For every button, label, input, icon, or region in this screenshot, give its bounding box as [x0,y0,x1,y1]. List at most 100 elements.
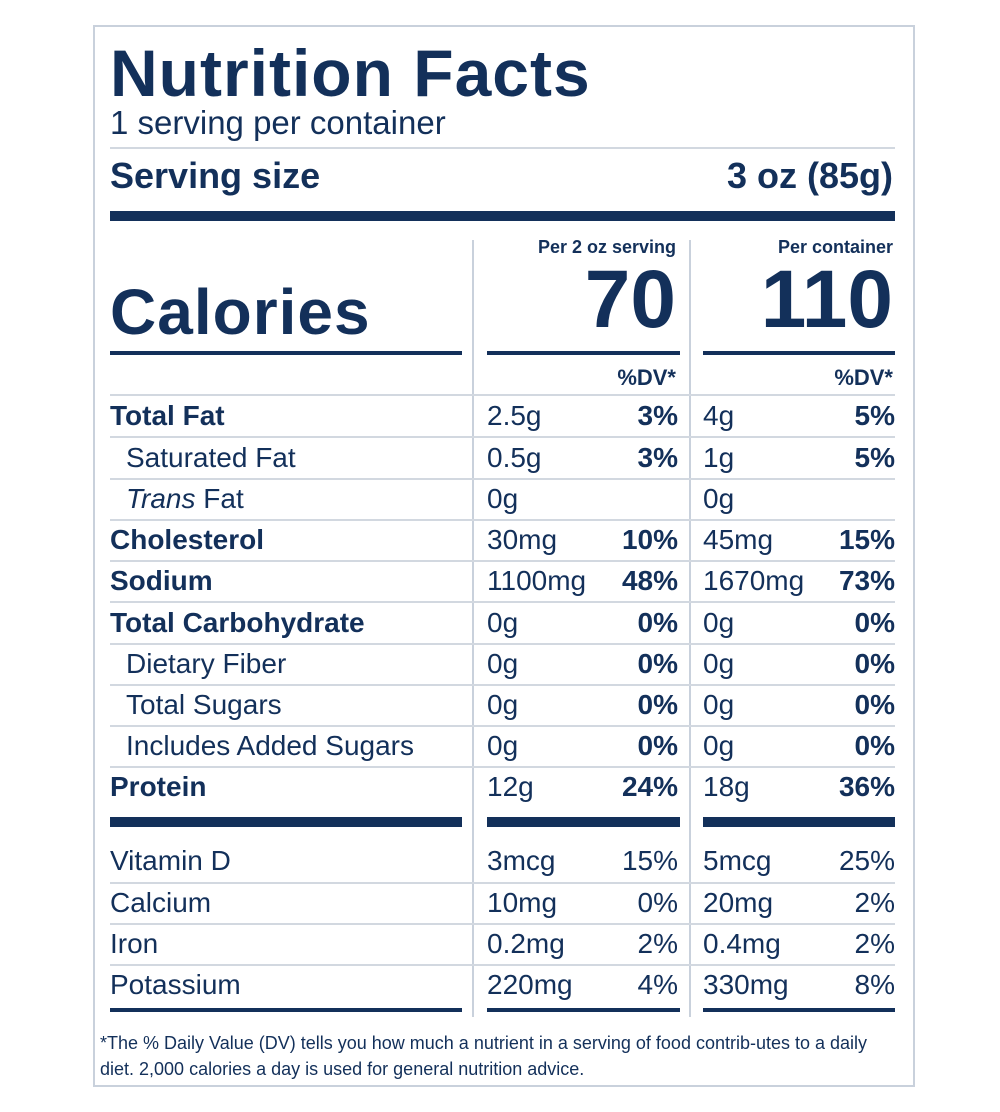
nutrient-row-total-sugars: Total Sugars 0g 0% 0g 0% [95,684,915,725]
dv-per-container: 2% [854,928,895,959]
nutrient-row-sodium: Sodium 1100mg 48% 1670mg 73% [95,560,915,601]
dv-per-container: 15% [838,524,895,555]
vitamin-row-iron: Iron 0.2mg 2% 0.4mg 2% [95,923,915,964]
thick-divider [110,211,895,221]
dv-per-container: 0% [854,648,895,679]
divider [110,147,895,149]
amount-per-serving: 0.2mg [487,928,565,959]
amount-per-container: 330mg [703,969,789,1000]
amount-per-container: 0g [703,689,735,720]
amount-per-serving: 0g [487,648,519,679]
nutrient-name: Dietary Fiber [126,648,287,679]
nutrient-row-total-fat: Total Fat 2.5g 3% 4g 5% [95,395,915,436]
dv-header: %DV* [617,365,676,390]
thick-divider [703,817,895,827]
vitamin-name: Calcium [110,887,212,918]
dv-per-container: 36% [838,771,895,802]
amount-per-serving: 3mcg [487,845,556,876]
amount-per-container: 18g [703,771,750,802]
amount-per-container: 1670mg [703,565,805,596]
amount-per-container: 20mg [703,887,774,918]
dv-per-container: 2% [854,887,895,918]
amount-per-serving: 1100mg [487,565,587,596]
divider [110,601,895,603]
nutrient-name: Saturated Fat [126,442,296,473]
calories-per-container: 110 [760,254,893,345]
column-divider [689,240,691,1017]
dv-per-serving: 15% [621,845,678,876]
nutrient-row-trans-fat: Trans Fat 0g 0g [95,478,915,519]
amount-per-container: 45mg [703,524,774,555]
amount-per-serving: 10mg [487,887,558,918]
amount-per-container: 0.4mg [703,928,781,959]
dv-per-container: 5% [854,400,895,431]
calories-rule [703,351,895,355]
serving-size-label: Serving size [110,155,321,196]
amount-per-serving: 0g [487,689,519,720]
trans-rest: Fat [195,483,244,514]
vitamin-row-vitamin-d: Vitamin D 3mcg 15% 5mcg 25% [95,840,915,881]
amount-per-container: 5mcg [703,845,772,876]
dv-per-container: 25% [838,845,895,876]
amount-per-serving: 0g [487,607,519,638]
calories-rule [487,351,680,355]
divider [110,964,895,966]
amount-per-container: 1g [703,442,735,473]
divider [110,882,895,884]
amount-per-container: 0g [703,483,735,514]
amount-per-container: 0g [703,730,735,761]
dv-per-serving: 24% [621,771,678,802]
vitamin-name: Vitamin D [110,845,231,876]
calories-label: Calories [110,276,371,348]
serving-size-value: 3 oz (85g) [726,155,893,196]
bottom-rule [110,1008,462,1012]
nutrient-row-saturated-fat: Saturated Fat 0.5g 3% 1g 5% [95,437,915,478]
divider [110,766,895,768]
dv-per-serving: 4% [637,969,678,1000]
nutrient-row-added-sugars: Includes Added Sugars 0g 0% 0g 0% [95,725,915,766]
column-header-per-container: Per container [777,237,893,257]
divider [110,684,895,686]
dv-header: %DV* [834,365,893,390]
column-header-per-serving: Per 2 oz serving [537,237,676,257]
divider [110,560,895,562]
divider [110,643,895,645]
dv-per-container: 0% [854,607,895,638]
dv-per-serving: 0% [637,689,678,720]
nutrient-row-cholesterol: Cholesterol 30mg 10% 45mg 15% [95,519,915,560]
amount-per-container: 4g [703,400,735,431]
dv-per-serving: 48% [621,565,678,596]
nutrient-name: Cholesterol [110,524,265,555]
nutrient-row-protein: Protein 12g 24% 18g 36% [95,766,915,807]
nutrient-name: Total Carbohydrate [110,607,365,638]
dv-per-serving: 0% [637,730,678,761]
dv-per-serving: 3% [637,442,678,473]
dv-per-container: 0% [854,689,895,720]
vitamin-name: Iron [110,928,159,959]
nutrient-name: Total Sugars [126,689,282,720]
nutrient-name: Protein [110,771,207,802]
dv-per-container: 73% [838,565,895,596]
dv-per-container: 0% [854,730,895,761]
vitamin-row-potassium: Potassium 220mg 4% 330mg 8% [95,964,915,1005]
divider [110,478,895,480]
divider [110,725,895,727]
trans-italic: Trans [126,483,196,514]
servings-per-container: 1 serving per container [110,104,446,141]
dv-per-serving: 3% [637,400,678,431]
calories-rule [110,351,462,355]
thick-divider [487,817,680,827]
nutrient-row-dietary-fiber: Dietary Fiber 0g 0% 0g 0% [95,643,915,684]
amount-per-container: 0g [703,607,735,638]
divider [110,519,895,521]
amount-per-container: 0g [703,648,735,679]
dv-per-serving: 0% [637,648,678,679]
nutrient-name: Includes Added Sugars [126,730,414,761]
dv-per-serving: 10% [621,524,678,555]
dv-per-container: 8% [854,969,895,1000]
footnote: *The % Daily Value (DV) tells you how mu… [100,1033,868,1079]
amount-per-serving: 0g [487,483,519,514]
bottom-rule [703,1008,895,1012]
nutrient-name: Trans Fat [126,478,244,519]
dv-per-serving: 0% [637,607,678,638]
